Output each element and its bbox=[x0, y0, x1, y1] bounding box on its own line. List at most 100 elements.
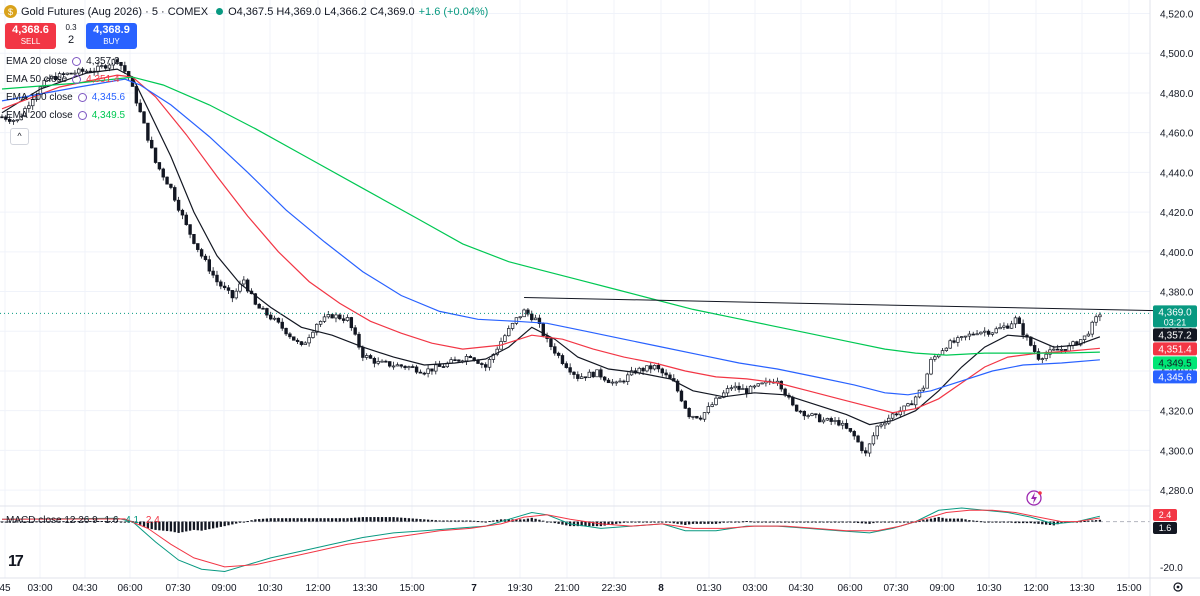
macd-histogram-bar bbox=[104, 520, 107, 522]
quantity-value[interactable]: 2 bbox=[67, 34, 75, 46]
macd-histogram-bar bbox=[296, 518, 299, 522]
legend-ema200[interactable]: EMA 200 close 4,349.5 bbox=[6, 110, 125, 121]
macd-badge-value: 1.6 bbox=[1159, 523, 1172, 533]
macd-histogram-bar bbox=[1041, 521, 1044, 525]
price-axis-labels[interactable]: 4,520.0 4,500.0 4,480.0 4,460.0 4,440.0 4,420… bbox=[1160, 10, 1194, 498]
candle-body bbox=[629, 370, 634, 376]
macd-histogram-bar bbox=[891, 521, 894, 523]
candle-body bbox=[380, 360, 384, 363]
symbol-title[interactable]: Gold Futures (Aug 2026) · 5 · COMEX bbox=[21, 5, 209, 18]
legend-ema20[interactable]: EMA 20 close 4,357.2 bbox=[6, 56, 120, 67]
time-tick-label: 04:30 bbox=[788, 583, 813, 594]
candle-body bbox=[779, 380, 783, 390]
macd-histogram-bar bbox=[753, 521, 756, 523]
settings-icon[interactable] bbox=[1173, 582, 1183, 592]
macd-histogram-bar bbox=[465, 520, 468, 522]
macd-histogram-bar bbox=[235, 521, 238, 524]
macd-histogram-bar bbox=[545, 521, 549, 523]
sell-button[interactable]: 4,368.6 SELL bbox=[5, 23, 56, 49]
legend-ema100[interactable]: EMA 100 close 4,345.6 bbox=[6, 92, 125, 103]
macd-histogram-bar bbox=[741, 521, 745, 523]
time-tick-label: 01:30 bbox=[696, 583, 721, 594]
macd-histogram-bar bbox=[419, 519, 422, 522]
macd-histogram-bar bbox=[292, 518, 295, 522]
candle-body bbox=[349, 317, 354, 329]
candle-body bbox=[242, 279, 246, 285]
macd-histogram-bar bbox=[150, 521, 153, 530]
candle-body bbox=[1055, 348, 1060, 351]
macd-histogram-bar bbox=[699, 521, 702, 524]
legend-ema50[interactable]: EMA 50 close 4,351.4 bbox=[6, 74, 120, 85]
price-tick-label: 4,420.0 bbox=[1160, 208, 1194, 219]
macd-histogram-bar bbox=[864, 521, 867, 524]
macd-histogram-bar bbox=[1064, 521, 1067, 523]
macd-histogram-bar bbox=[0, 521, 4, 523]
macd-histogram-bar bbox=[1048, 521, 1052, 525]
macd-histogram-bar bbox=[849, 521, 852, 523]
macd-histogram-bar bbox=[277, 518, 280, 522]
macd-histogram-bar bbox=[853, 521, 856, 523]
macd-histogram-bar bbox=[304, 518, 307, 522]
candle-body bbox=[1013, 317, 1018, 325]
tradingview-logo[interactable]: 17 bbox=[8, 553, 24, 570]
macd-histogram-bar bbox=[910, 521, 913, 523]
macd-legend-macd: 1.6 bbox=[104, 515, 119, 526]
macd-histogram-bar bbox=[365, 517, 368, 522]
macd-legend[interactable]: MACD close 12 26 9 1.6 4.1 2.4 bbox=[6, 515, 160, 526]
macd-histogram-bar bbox=[668, 521, 672, 523]
macd-legend-signal: 4.1 bbox=[125, 515, 140, 526]
macd-histogram-bar bbox=[27, 521, 31, 523]
macd-histogram-bar bbox=[361, 517, 365, 522]
candle-body bbox=[403, 365, 407, 369]
macd-histogram-bar bbox=[423, 519, 426, 522]
candle-body bbox=[725, 388, 730, 394]
time-tick-label: 04:30 bbox=[72, 583, 97, 594]
candle-body bbox=[269, 314, 273, 320]
candle-body bbox=[219, 281, 223, 287]
settings-ring-icon[interactable] bbox=[72, 57, 82, 66]
spread-box: 0.3 2 bbox=[56, 23, 86, 46]
macd-histogram-bar bbox=[776, 521, 779, 523]
time-tick-label: 06:00 bbox=[837, 583, 862, 594]
candle-body bbox=[821, 419, 826, 423]
candle-body bbox=[829, 418, 833, 422]
candle-body bbox=[929, 358, 933, 375]
macd-histogram-bar bbox=[388, 517, 391, 522]
candle-body bbox=[591, 371, 595, 378]
macd-histogram-bar bbox=[845, 521, 848, 523]
candle-body bbox=[933, 356, 937, 360]
candle-body bbox=[940, 350, 945, 356]
candle-body bbox=[595, 369, 599, 378]
price-axis-badges: 4,369.003:21 4,357.2 4,351.4 4,349.5 4,345.6 bbox=[1153, 305, 1197, 384]
settings-ring-icon[interactable] bbox=[72, 75, 82, 84]
candle-body bbox=[334, 314, 338, 319]
macd-badge bbox=[1153, 509, 1177, 521]
candle-body bbox=[292, 336, 296, 341]
macd-histogram-bar bbox=[899, 521, 902, 523]
time-axis-labels[interactable]: 45 03:00 04:30 06:00 07:30 09:00 10:30 12:00 13:… bbox=[0, 583, 1142, 594]
settings-ring-icon[interactable] bbox=[77, 93, 87, 102]
collapse-legend-button[interactable]: ^ bbox=[10, 128, 29, 145]
macd-histogram-bar bbox=[135, 521, 138, 523]
price-badge-value: 4,349.5 bbox=[1158, 358, 1192, 369]
macd-histogram-bar bbox=[657, 521, 660, 523]
settings-ring-icon[interactable] bbox=[77, 111, 87, 120]
candle-body bbox=[453, 359, 457, 362]
candle-body bbox=[54, 75, 58, 81]
macd-histogram-bar bbox=[707, 521, 710, 524]
candle-body bbox=[698, 417, 703, 420]
candle-body bbox=[192, 233, 196, 244]
macd-histogram-bar bbox=[572, 521, 576, 527]
candle-body bbox=[733, 385, 737, 389]
candle-body bbox=[411, 366, 415, 368]
macd-histogram-bar bbox=[987, 521, 990, 523]
candle-body bbox=[802, 410, 807, 417]
macd-histogram-bar bbox=[403, 517, 407, 522]
macd-histogram-bar bbox=[826, 521, 829, 523]
buy-button[interactable]: 4,368.9 BUY bbox=[86, 23, 137, 49]
trendline-drawing[interactable] bbox=[524, 296, 1193, 312]
lightning-icon[interactable] bbox=[1026, 490, 1042, 506]
macd-histogram-bar bbox=[561, 521, 564, 525]
macd-histogram-bar bbox=[868, 521, 871, 524]
